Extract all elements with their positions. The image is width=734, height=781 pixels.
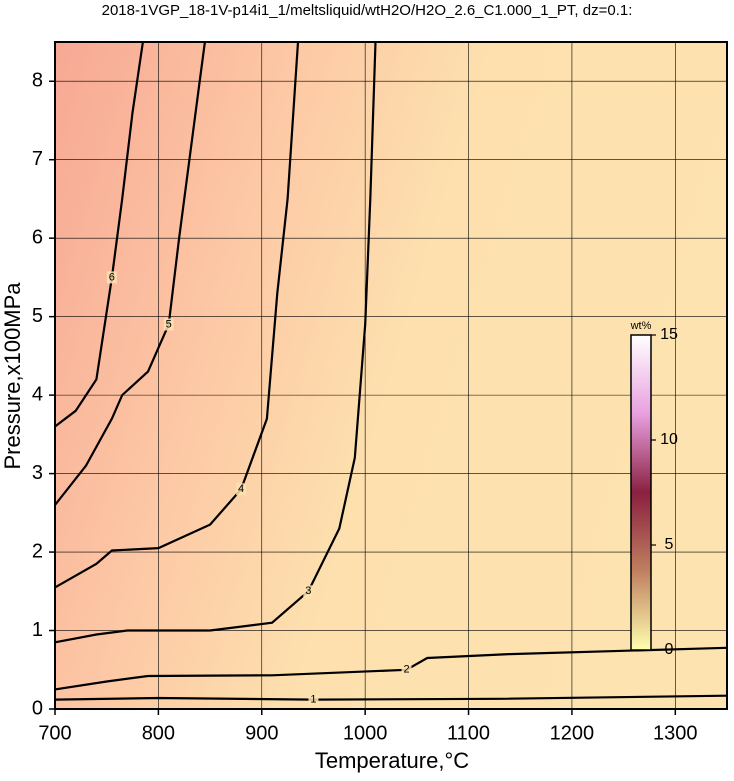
plot-background bbox=[55, 42, 727, 709]
x-tick-label: 1300 bbox=[653, 722, 698, 744]
x-tick-label: 700 bbox=[38, 722, 71, 744]
x-tick-label: 800 bbox=[142, 722, 175, 744]
contour-label-bg bbox=[308, 693, 319, 706]
y-tick-label: 5 bbox=[32, 305, 43, 327]
y-axis-label: Pressure,x100MPa bbox=[0, 282, 25, 470]
colorbar-tick-label: 5 bbox=[665, 536, 674, 553]
contour-line bbox=[54, 646, 728, 691]
contour-label: 5 bbox=[166, 318, 172, 330]
contour-label-bg bbox=[401, 663, 412, 676]
plot-frame bbox=[54, 41, 728, 710]
contour-label: 3 bbox=[305, 585, 311, 597]
contour-label: 2 bbox=[403, 664, 409, 676]
y-tick-label: 2 bbox=[32, 540, 43, 562]
x-tick-label: 1000 bbox=[343, 722, 388, 744]
contour-line bbox=[54, 41, 206, 506]
y-tick-label: 7 bbox=[32, 148, 43, 170]
contour-label-bg bbox=[106, 271, 117, 284]
y-tick-label: 3 bbox=[32, 462, 43, 484]
y-tick-label: 0 bbox=[32, 697, 43, 719]
y-tick-label: 1 bbox=[32, 619, 43, 641]
y-tick-label: 6 bbox=[32, 226, 43, 248]
contour-label-bg bbox=[163, 318, 174, 331]
x-tick-label: 1100 bbox=[447, 722, 490, 744]
contour-label-bg bbox=[303, 585, 314, 598]
y-tick-label: 8 bbox=[32, 70, 43, 92]
colorbar-label: wt% bbox=[630, 320, 652, 332]
colorbar bbox=[630, 334, 652, 651]
contour-label: 1 bbox=[310, 693, 316, 705]
colorbar-tick-label: 10 bbox=[660, 431, 678, 448]
x-axis-label: Temperature,°C bbox=[315, 748, 469, 773]
contour-label-bg bbox=[236, 483, 247, 496]
contour-label: 6 bbox=[109, 271, 115, 283]
colorbar-tick-label: 0 bbox=[665, 641, 674, 658]
y-tick-label: 4 bbox=[32, 383, 43, 405]
contour-label: 4 bbox=[238, 483, 244, 495]
x-tick-label: 900 bbox=[245, 722, 278, 744]
colorbar-tick-label: 15 bbox=[660, 326, 678, 343]
chart-title: 2018-1VGP_18-1V-p14i1_1/meltsliquid/wtH2… bbox=[102, 2, 633, 19]
x-tick-label: 1200 bbox=[550, 722, 595, 744]
